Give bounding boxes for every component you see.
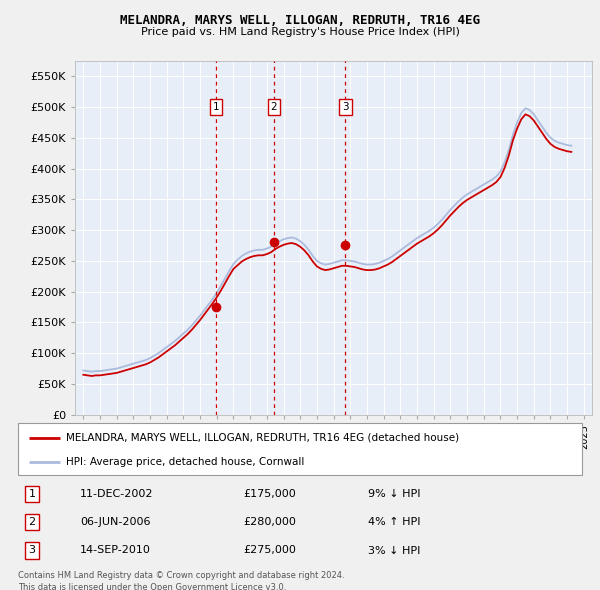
Text: HPI: Average price, detached house, Cornwall: HPI: Average price, detached house, Corn… <box>66 457 304 467</box>
Text: Price paid vs. HM Land Registry's House Price Index (HPI): Price paid vs. HM Land Registry's House … <box>140 27 460 37</box>
Text: Contains HM Land Registry data © Crown copyright and database right 2024.
This d: Contains HM Land Registry data © Crown c… <box>18 571 344 590</box>
Text: £175,000: £175,000 <box>244 489 296 499</box>
Text: 14-SEP-2010: 14-SEP-2010 <box>80 546 151 555</box>
Text: 3: 3 <box>29 546 35 555</box>
Text: 1: 1 <box>29 489 35 499</box>
Text: £275,000: £275,000 <box>244 546 296 555</box>
Text: 3: 3 <box>342 102 349 112</box>
FancyBboxPatch shape <box>18 423 582 475</box>
Text: 3% ↓ HPI: 3% ↓ HPI <box>368 546 420 555</box>
Text: 11-DEC-2002: 11-DEC-2002 <box>80 489 154 499</box>
Text: 1: 1 <box>212 102 219 112</box>
Text: MELANDRA, MARYS WELL, ILLOGAN, REDRUTH, TR16 4EG: MELANDRA, MARYS WELL, ILLOGAN, REDRUTH, … <box>120 14 480 27</box>
Text: 2: 2 <box>29 517 35 527</box>
Text: 2: 2 <box>271 102 277 112</box>
Text: MELANDRA, MARYS WELL, ILLOGAN, REDRUTH, TR16 4EG (detached house): MELANDRA, MARYS WELL, ILLOGAN, REDRUTH, … <box>66 432 459 442</box>
Text: 06-JUN-2006: 06-JUN-2006 <box>80 517 151 527</box>
Text: £280,000: £280,000 <box>244 517 296 527</box>
Text: 9% ↓ HPI: 9% ↓ HPI <box>368 489 420 499</box>
Text: 4% ↑ HPI: 4% ↑ HPI <box>368 517 420 527</box>
